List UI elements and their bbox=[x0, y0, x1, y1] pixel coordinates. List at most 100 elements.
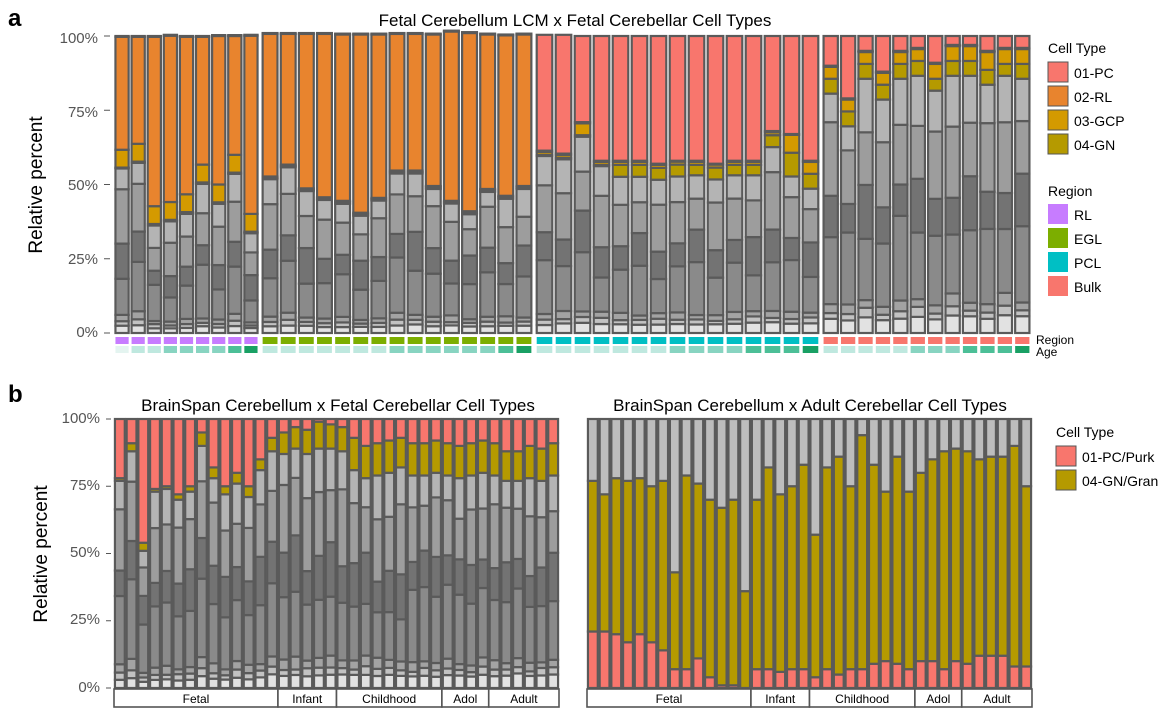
chart-b1-ytick: 50% bbox=[70, 544, 100, 561]
chart-a-y-axis: 0% 25% 50% 75% 100% bbox=[60, 30, 98, 341]
chart-b2-age-groups: Fetal Infant Childhood Adol Adult bbox=[586, 688, 1033, 708]
bar-segment-01-PC bbox=[547, 417, 560, 445]
bar-segment-other bbox=[979, 317, 996, 335]
bar-segment-other bbox=[649, 323, 668, 335]
region-strip-cell bbox=[669, 337, 686, 344]
region-strip-cell bbox=[945, 337, 960, 344]
bar-segment-other bbox=[352, 288, 370, 322]
bar-segment-other bbox=[359, 673, 372, 690]
bar-segment-other bbox=[324, 447, 337, 492]
bar-segment-other bbox=[961, 74, 979, 124]
bar-segment-other bbox=[592, 246, 611, 279]
bar-segment-01-PC bbox=[453, 417, 466, 447]
bar-segment-01-PC/Purk bbox=[797, 668, 810, 690]
bar-segment-other bbox=[172, 679, 185, 690]
age-group-label: Adult bbox=[510, 692, 538, 706]
bar-segment-other bbox=[488, 598, 501, 662]
region-strip-cell bbox=[163, 337, 177, 344]
bar-segment-04-GN bbox=[839, 110, 857, 128]
age-strip-cell bbox=[945, 346, 960, 353]
bar-segment-other bbox=[406, 661, 419, 673]
bar-segment-01-PC bbox=[668, 34, 687, 162]
bar-segment-other bbox=[511, 587, 525, 660]
bar-segment-other bbox=[211, 225, 227, 267]
bar-segment-01-PC/Purk bbox=[867, 662, 880, 690]
bar-segment-02-RL bbox=[243, 34, 259, 216]
bar-segment-other bbox=[424, 272, 442, 318]
bar-segment-other bbox=[479, 246, 497, 274]
bar-segment-04-GN bbox=[822, 77, 839, 95]
bar-segment-other bbox=[383, 569, 396, 614]
region-strip-cell bbox=[593, 337, 610, 344]
bar-segment-other bbox=[909, 74, 927, 127]
bar-segment-01-PC bbox=[324, 417, 337, 426]
bar-segment-other bbox=[554, 238, 573, 268]
bar-segment-04-GN bbox=[137, 541, 150, 552]
bar-segment-other bbox=[938, 417, 951, 453]
region-strip-cell bbox=[997, 337, 1013, 344]
bar-segment-other bbox=[289, 476, 302, 537]
age-strip-cell bbox=[875, 346, 891, 353]
region-strip-cell bbox=[516, 337, 532, 344]
bar-segment-other bbox=[725, 322, 744, 335]
bar-segment-other bbox=[324, 489, 337, 544]
bar-segment-other bbox=[359, 506, 372, 554]
bar-segment-04-GN bbox=[207, 466, 220, 480]
bar-segment-01-PC bbox=[312, 417, 325, 423]
bar-segment-other bbox=[715, 417, 728, 509]
chart-b1-ytick: 75% bbox=[70, 477, 100, 494]
age-strip-cell bbox=[280, 346, 296, 353]
bar-segment-01-PC bbox=[535, 33, 554, 152]
bar-segment-other bbox=[476, 558, 489, 590]
legend-item: 03-GCP bbox=[1047, 109, 1125, 131]
bar-segment-other bbox=[867, 417, 880, 466]
bar-segment-other bbox=[547, 658, 560, 669]
bar-segment-other bbox=[782, 258, 801, 313]
bar-segment-other bbox=[336, 601, 349, 662]
bar-segment-other bbox=[500, 506, 513, 564]
bar-segment-other bbox=[394, 618, 407, 663]
bar-segment-other bbox=[336, 565, 349, 604]
bar-segment-other bbox=[370, 255, 388, 282]
bar-segment-other bbox=[178, 284, 195, 321]
bar-segment-other bbox=[113, 594, 126, 666]
bar-segment-other bbox=[511, 672, 525, 690]
bar-segment-04-GN bbox=[535, 447, 548, 482]
region-strip-cell bbox=[555, 337, 572, 344]
bar-segment-other bbox=[172, 498, 185, 529]
bar-segment-other bbox=[630, 231, 649, 267]
bar-segment-other bbox=[944, 196, 961, 236]
bar-segment-01-PC bbox=[857, 34, 874, 52]
bar-segment-other bbox=[497, 226, 515, 265]
bar-segment-other bbox=[277, 674, 290, 690]
bar-segment-other bbox=[352, 233, 370, 262]
bar-segment-other bbox=[230, 668, 243, 679]
bar-segment-01-PC/Purk bbox=[832, 673, 845, 690]
bar-segment-other bbox=[926, 197, 944, 237]
region-strip-cell bbox=[425, 337, 441, 344]
bar-segment-01-PC bbox=[649, 34, 668, 165]
bar-segment-other bbox=[500, 601, 513, 665]
bar-segment-other bbox=[523, 674, 536, 690]
legend-item: RL bbox=[1048, 204, 1092, 224]
bar-segment-01-PC bbox=[172, 417, 185, 496]
age-strip-cell bbox=[425, 346, 441, 353]
bar-segment-03-GCP bbox=[979, 50, 996, 71]
bar-segment-other bbox=[254, 469, 267, 506]
legend-label: EGL bbox=[1074, 231, 1102, 247]
bar-segment-01-PC bbox=[394, 417, 407, 439]
region-strip-cell bbox=[280, 337, 296, 344]
age-strip-cell bbox=[802, 346, 819, 353]
region-strip-cell bbox=[928, 337, 943, 344]
bar-segment-01-PC bbox=[297, 31, 315, 36]
bar-segment-other bbox=[535, 154, 554, 187]
bar-segment-other bbox=[279, 192, 297, 237]
bar-segment-other bbox=[535, 604, 548, 664]
bar-segment-other bbox=[315, 282, 334, 320]
bar-segment-01-PC bbox=[744, 34, 763, 162]
bar-segment-other bbox=[892, 123, 909, 186]
bar-segment-other bbox=[277, 658, 290, 672]
bar-segment-other bbox=[184, 518, 197, 571]
bar-segment-other bbox=[949, 417, 962, 450]
bar-segment-other bbox=[1014, 225, 1031, 304]
